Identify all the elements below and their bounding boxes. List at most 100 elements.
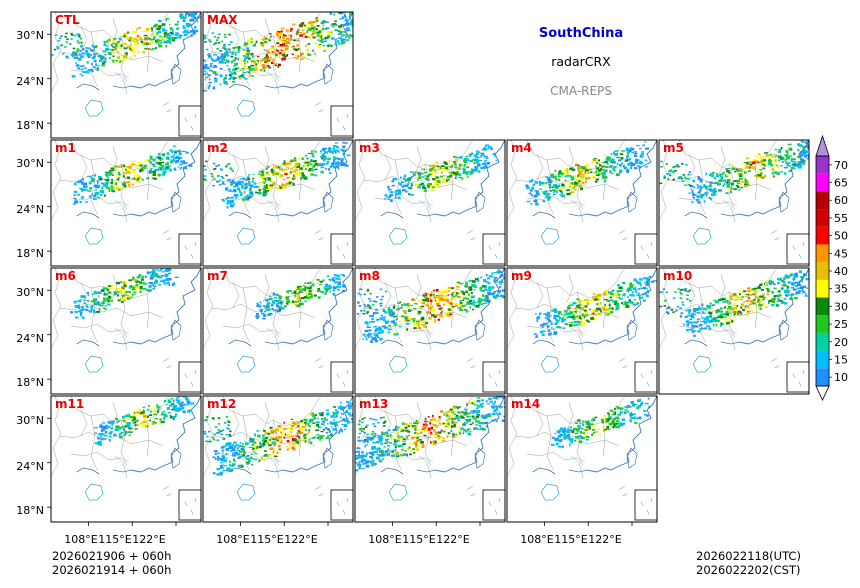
echo-pixel — [542, 192, 547, 195]
echo-pixel — [254, 65, 258, 67]
echo-pixel — [626, 156, 629, 159]
echo-pixel — [726, 318, 729, 320]
echo-pixel — [191, 15, 195, 18]
echo-pixel — [244, 186, 249, 189]
echo-pixel — [308, 425, 311, 428]
echo-pixel — [282, 33, 285, 37]
echo-pixel — [552, 193, 556, 196]
echo-pixel — [366, 290, 370, 292]
echo-pixel — [763, 298, 766, 300]
echo-pixel — [689, 300, 692, 302]
echo-pixel — [391, 180, 394, 183]
echo-pixel — [139, 283, 142, 285]
echo-pixel — [767, 289, 770, 292]
echo-pixel — [204, 90, 207, 92]
echo-pixel — [556, 315, 560, 318]
echo-pixel — [578, 321, 581, 324]
echo-pixel — [536, 319, 539, 323]
echo-pixel — [88, 195, 92, 198]
echo-pixel — [243, 62, 247, 65]
echo-pixel — [286, 290, 289, 293]
echo-pixel — [193, 31, 196, 34]
echo-pixel — [295, 286, 298, 290]
echo-pixel — [590, 171, 593, 174]
echo-pixel — [378, 328, 383, 331]
echo-pixel — [674, 291, 677, 293]
echo-pixel — [763, 164, 766, 167]
echo-pixel — [710, 172, 713, 175]
echo-pixel — [788, 148, 793, 150]
echo-pixel — [147, 290, 151, 292]
echo-pixel — [360, 309, 363, 312]
echo-pixel — [724, 316, 727, 318]
echo-pixel — [436, 180, 441, 183]
echo-pixel — [271, 441, 276, 445]
echo-pixel — [353, 26, 357, 29]
echo-pixel — [132, 290, 136, 292]
echo-pixel — [134, 428, 138, 430]
echo-pixel — [100, 423, 103, 426]
echo-pixel — [259, 442, 262, 444]
echo-pixel — [484, 288, 488, 291]
echo-pixel — [221, 181, 225, 184]
echo-pixel — [727, 168, 731, 170]
echo-pixel — [291, 292, 295, 294]
echo-pixel — [226, 467, 230, 470]
echo-pixel — [720, 173, 724, 176]
echo-pixel — [770, 163, 773, 167]
echo-pixel — [114, 167, 117, 171]
echo-pixel — [663, 305, 666, 307]
echo-pixel — [548, 319, 552, 323]
echo-pixel — [305, 161, 310, 163]
echo-pixel — [171, 29, 174, 32]
echo-pixel — [684, 289, 687, 292]
echo-pixel — [679, 291, 682, 294]
echo-pixel — [376, 318, 379, 321]
echo-pixel — [747, 287, 751, 290]
echo-pixel — [170, 155, 173, 158]
echo-pixel — [702, 307, 707, 311]
echo-pixel — [240, 59, 244, 62]
echo-pixel — [371, 317, 374, 321]
echo-pixel — [343, 424, 347, 427]
echo-pixel — [306, 158, 309, 161]
echo-pixel — [484, 300, 488, 302]
echo-pixel — [338, 406, 341, 409]
echo-pixel — [706, 305, 710, 308]
echo-pixel — [158, 169, 161, 171]
echo-pixel — [308, 152, 312, 155]
echo-pixel — [90, 176, 93, 180]
echo-pixel — [234, 451, 238, 454]
echo-pixel — [142, 420, 147, 423]
echo-pixel — [439, 290, 443, 294]
echo-pixel — [116, 178, 120, 181]
echo-pixel — [105, 45, 109, 47]
echo-pixel — [303, 296, 308, 299]
echo-pixel — [116, 176, 120, 178]
echo-pixel — [148, 405, 150, 407]
echo-pixel — [491, 286, 494, 289]
echo-pixel — [637, 281, 642, 284]
echo-pixel — [786, 285, 790, 289]
echo-pixel — [233, 65, 237, 67]
echo-pixel — [727, 178, 731, 182]
echo-pixel — [323, 153, 326, 155]
echo-pixel — [562, 187, 565, 190]
echo-pixel — [262, 187, 267, 190]
echo-pixel — [261, 65, 266, 68]
echo-pixel — [332, 289, 336, 292]
panel-frame — [658, 139, 810, 267]
echo-pixel — [172, 282, 176, 285]
echo-pixel — [260, 59, 264, 62]
echo-pixel — [100, 443, 102, 446]
echo-pixel — [175, 159, 179, 163]
echo-pixel — [569, 168, 571, 170]
echo-pixel — [315, 18, 319, 21]
echo-pixel — [761, 160, 764, 162]
echo-pixel — [71, 34, 74, 36]
echo-pixel — [749, 163, 753, 166]
echo-pixel — [182, 27, 186, 30]
echo-pixel — [224, 83, 227, 85]
echo-pixel — [488, 289, 492, 291]
echo-pixel — [235, 185, 239, 187]
